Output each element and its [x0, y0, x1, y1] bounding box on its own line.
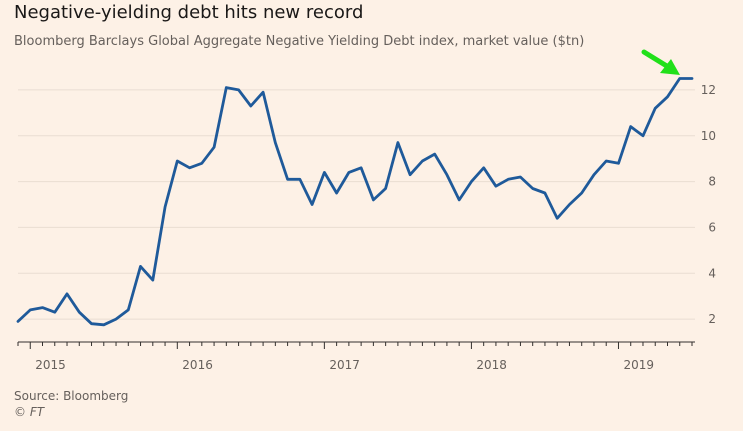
x-tick-label: 2016	[182, 358, 213, 372]
x-tick-label: 2015	[35, 358, 66, 372]
y-tick-label: 12	[701, 83, 716, 97]
source-note: Source: Bloomberg	[14, 389, 129, 403]
y-tick-label: 4	[708, 266, 716, 280]
x-tick-label: 2019	[623, 358, 654, 372]
y-tick-label: 2	[708, 312, 716, 326]
x-tick-label: 2018	[476, 358, 507, 372]
y-tick-label: 10	[701, 129, 716, 143]
x-tick-label: 2017	[329, 358, 360, 372]
y-tick-label: 6	[708, 220, 716, 234]
chart-title: Negative-yielding debt hits new record	[14, 2, 364, 23]
copyright-note: © FT	[14, 405, 45, 419]
arrow-annotation-icon	[641, 49, 680, 75]
chart-subtitle: Bloomberg Barclays Global Aggregate Nega…	[14, 34, 585, 49]
y-tick-label: 8	[708, 175, 716, 189]
series-line	[16, 77, 694, 327]
